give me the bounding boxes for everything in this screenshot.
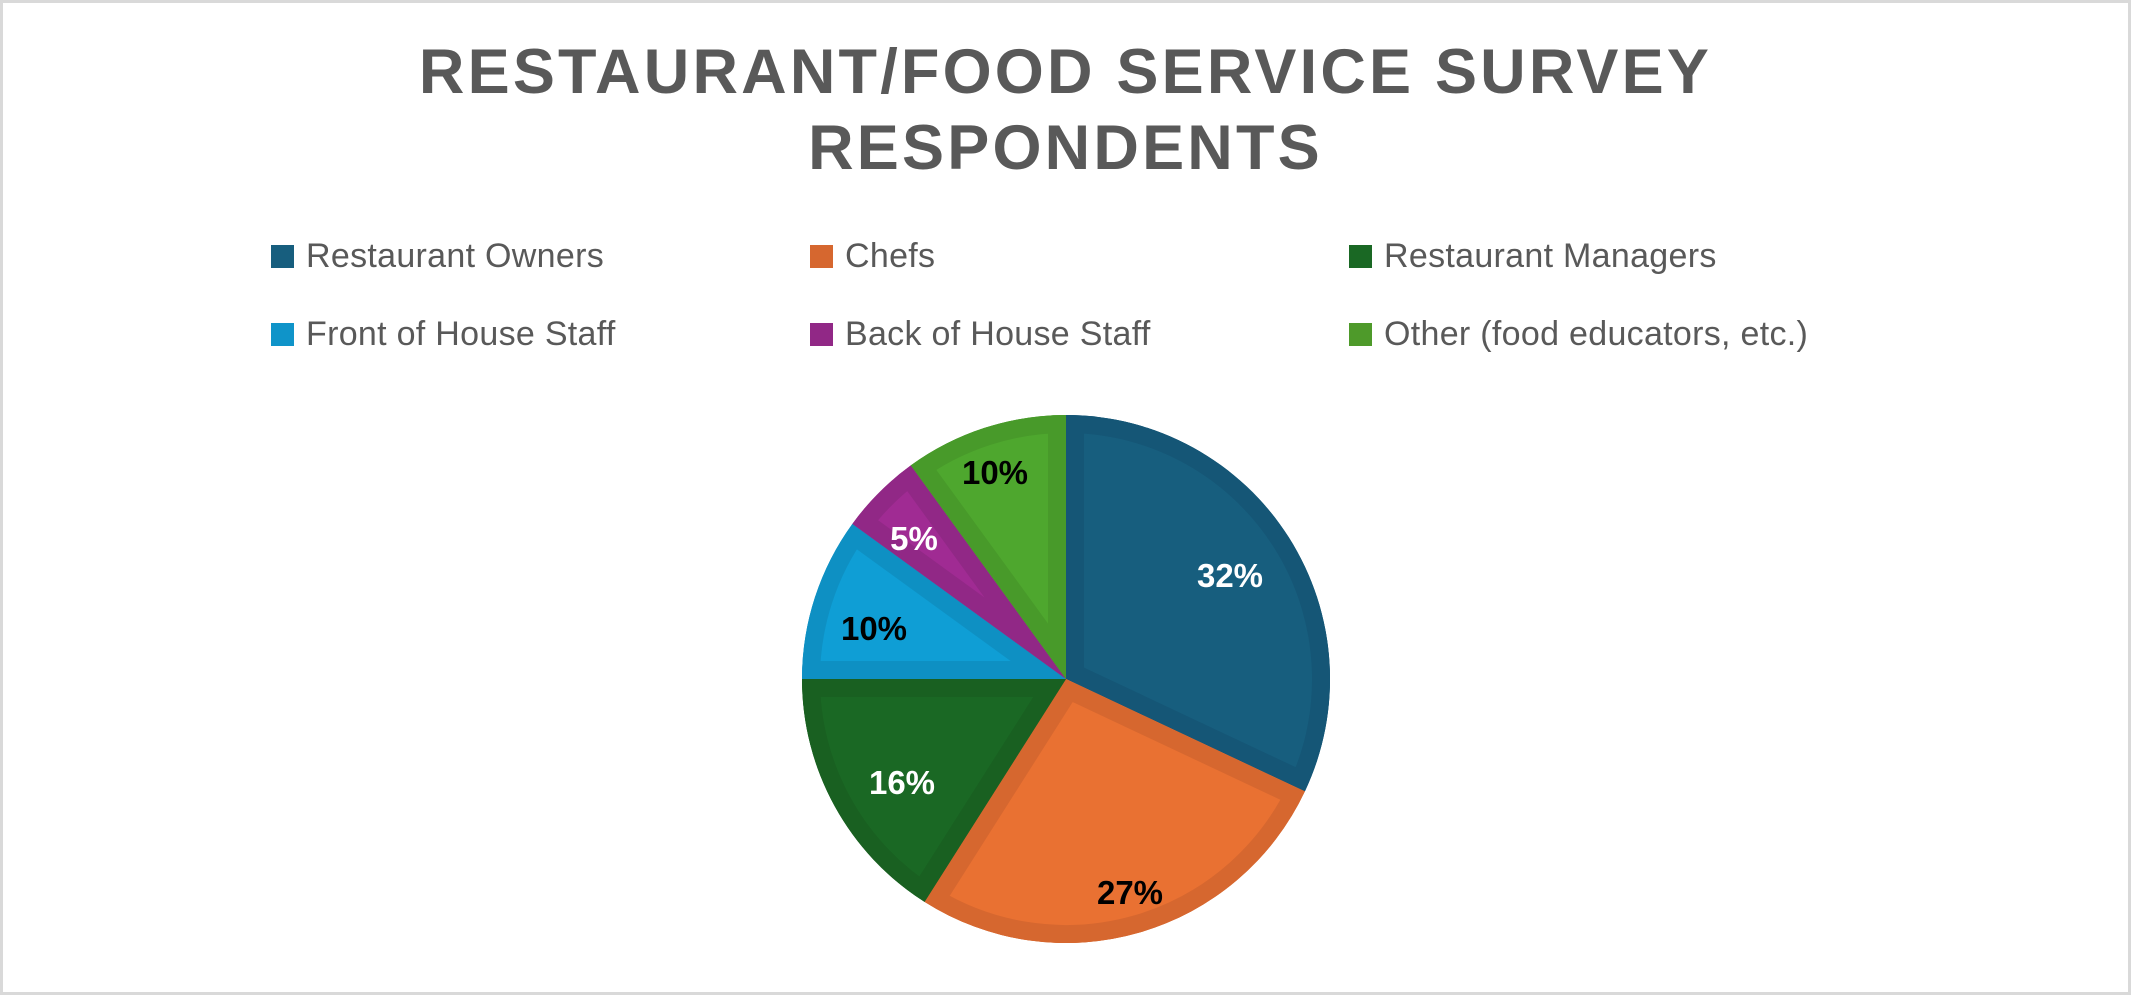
legend-item-other[interactable]: Other (food educators, etc.): [1349, 314, 1808, 354]
data-label: 5%: [890, 520, 938, 557]
legend-item-restaurant-owners[interactable]: Restaurant Owners: [271, 236, 604, 276]
pie-slice-restaurant-managers[interactable]: [802, 679, 1066, 902]
legend-swatch-icon: [810, 322, 833, 346]
legend-label: Restaurant Managers: [1384, 236, 1717, 275]
legend-label: Back of House Staff: [845, 314, 1151, 353]
legend-swatch-icon: [1349, 244, 1372, 268]
data-label: 32%: [1197, 557, 1263, 594]
data-label: 10%: [962, 454, 1028, 491]
legend-item-back-of-house-staff[interactable]: Back of House Staff: [810, 314, 1151, 354]
chart-title-line-1: RESTAURANT/FOOD SERVICE SURVEY: [418, 37, 1713, 107]
data-label: 10%: [841, 610, 907, 647]
pie-slice-other-food-educators-etc[interactable]: [910, 415, 1066, 679]
pie-slice-chefs[interactable]: [924, 679, 1305, 944]
legend-item-chefs[interactable]: Chefs: [810, 236, 935, 276]
data-label: 27%: [1097, 874, 1163, 911]
chart-title-line-2: RESPONDENTS: [808, 113, 1323, 183]
legend-item-restaurant-managers[interactable]: Restaurant Managers: [1349, 236, 1717, 276]
legend-item-front-of-house-staff[interactable]: Front of House Staff: [271, 314, 616, 354]
data-label: 16%: [869, 764, 935, 801]
legend-label: Front of House Staff: [306, 314, 616, 353]
legend-swatch-icon: [271, 244, 294, 268]
legend-label: Restaurant Owners: [306, 236, 605, 275]
pie-slice-restaurant-owners[interactable]: [1066, 415, 1331, 792]
legend-label: Chefs: [845, 236, 936, 275]
legend-swatch-icon: [810, 244, 833, 268]
pie-slice-front-of-house-staff[interactable]: [802, 523, 1066, 679]
pie-slice-back-of-house-staff[interactable]: [852, 465, 1066, 679]
legend-swatch-icon: [271, 322, 294, 346]
legend-label: Other (food educators, etc.): [1384, 314, 1809, 353]
chart-title: RESTAURANT/FOOD SERVICE SURVEY RESPONDEN…: [0, 34, 2131, 186]
legend-swatch-icon: [1349, 322, 1372, 346]
